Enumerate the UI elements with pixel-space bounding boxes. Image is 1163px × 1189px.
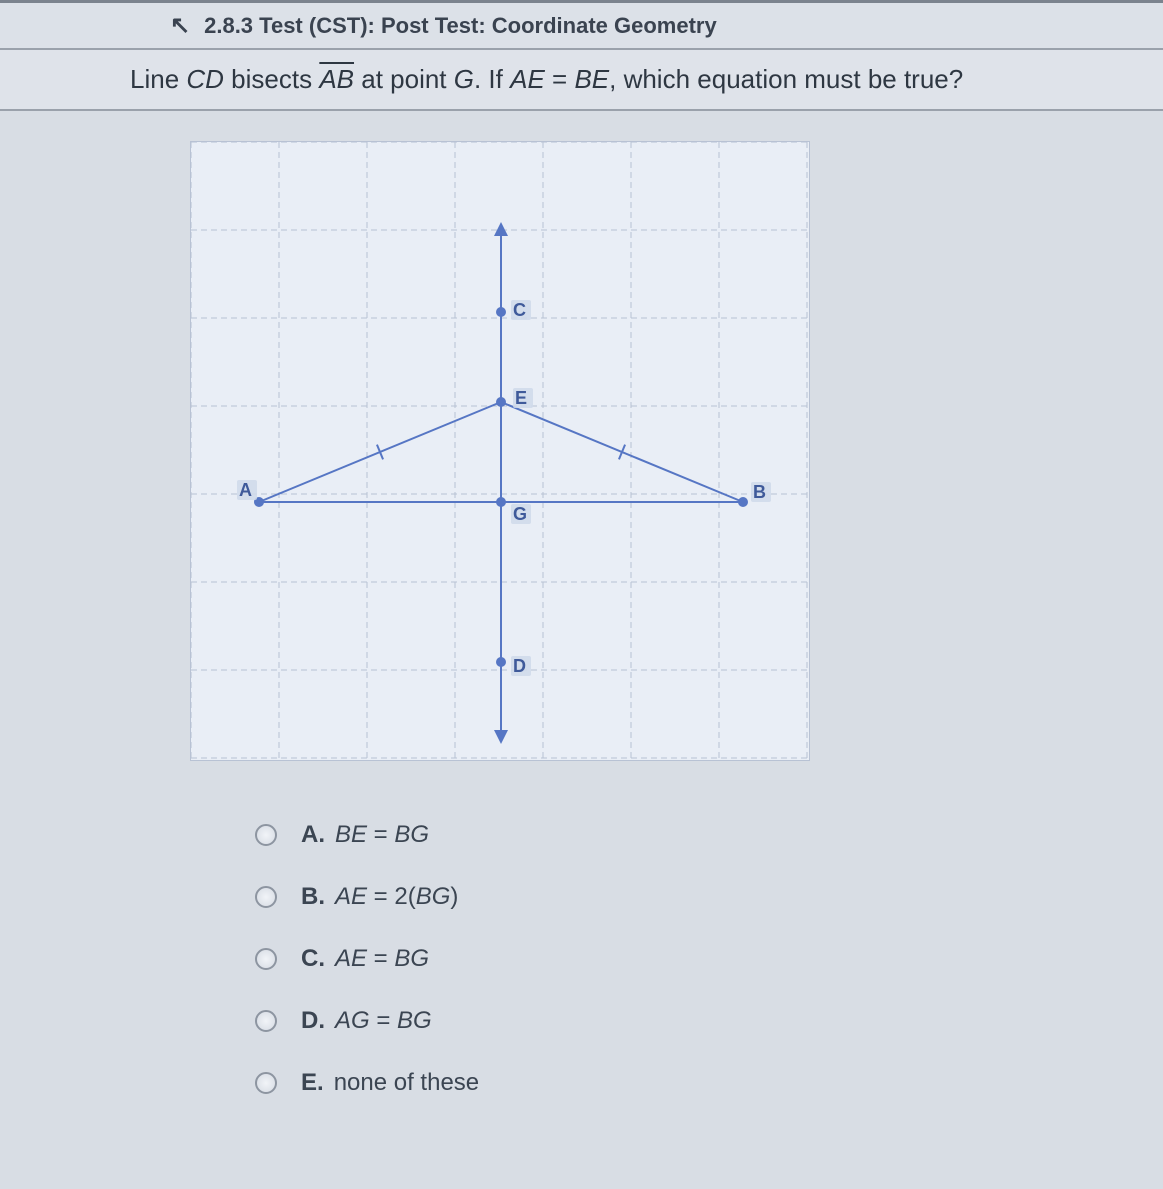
option-text: none of these [334,1069,479,1097]
option-letter: C. [301,945,325,973]
test-title: 2.8.3 Test (CST): Post Test: Coordinate … [204,13,717,39]
option-row-E[interactable]: E. none of these [255,1069,1163,1097]
question-text: Line CD bisects AB at point G. If AE = B… [0,50,1163,111]
q-point: G [454,64,474,94]
back-arrow-icon[interactable]: ↖ [170,11,190,40]
svg-text:E: E [515,388,527,408]
q-suffix: , which equation must be true? [609,64,963,94]
answer-options: A. BE = BG B. AE = 2(BG) C. AE = BG D. AG = BG E… [0,761,1163,1097]
radio-icon[interactable] [255,1010,277,1032]
q-mid1: bisects [224,64,319,94]
option-letter: B. [301,883,325,911]
option-row-B[interactable]: B. AE = 2(BG) [255,883,1163,911]
svg-text:B: B [753,482,766,502]
q-mid3: . If [474,64,510,94]
option-text: BE = BG [335,821,429,849]
radio-icon[interactable] [255,948,277,970]
option-text: AE = 2(BG) [335,883,458,911]
q-eq-left: AE [510,64,545,94]
option-letter: D. [301,1007,325,1035]
option-letter: A. [301,821,325,849]
header: ↖ 2.8.3 Test (CST): Post Test: Coordinat… [0,3,1163,50]
svg-text:D: D [513,656,526,676]
svg-text:G: G [513,504,527,524]
option-row-A[interactable]: A. BE = BG [255,821,1163,849]
svg-text:C: C [513,300,526,320]
radio-icon[interactable] [255,824,277,846]
q-eq-sign: = [545,64,575,94]
q-prefix: Line [130,64,186,94]
q-eq-right: BE [574,64,609,94]
option-text: AG = BG [335,1007,432,1035]
q-line: CD [186,64,224,94]
diagram-svg: A B G E C D [191,142,811,762]
q-segment: AB [319,64,354,94]
radio-icon[interactable] [255,886,277,908]
option-text: AE = BG [335,945,429,973]
q-mid2: at point [354,64,454,94]
diagram-container: A B G E C D [0,111,1163,761]
svg-text:A: A [239,480,252,500]
radio-icon[interactable] [255,1072,277,1094]
option-row-D[interactable]: D. AG = BG [255,1007,1163,1035]
option-letter: E. [301,1069,324,1097]
option-row-C[interactable]: C. AE = BG [255,945,1163,973]
diagram: A B G E C D [190,141,810,761]
